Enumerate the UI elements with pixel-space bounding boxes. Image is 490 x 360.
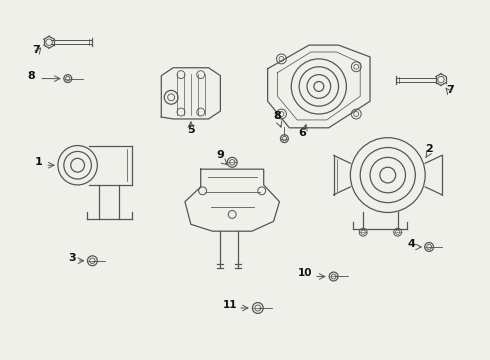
Text: 6: 6 bbox=[298, 128, 306, 138]
Text: 2: 2 bbox=[425, 144, 433, 154]
Text: 11: 11 bbox=[222, 300, 237, 310]
Text: 8: 8 bbox=[273, 111, 281, 121]
Text: 7: 7 bbox=[446, 85, 454, 95]
Text: 5: 5 bbox=[187, 125, 195, 135]
Text: 10: 10 bbox=[297, 269, 312, 279]
Text: 4: 4 bbox=[408, 239, 416, 249]
Text: 8: 8 bbox=[27, 71, 35, 81]
Text: 3: 3 bbox=[68, 253, 75, 263]
Text: 9: 9 bbox=[217, 150, 224, 160]
Text: 1: 1 bbox=[34, 157, 42, 167]
Text: 7: 7 bbox=[32, 45, 40, 55]
